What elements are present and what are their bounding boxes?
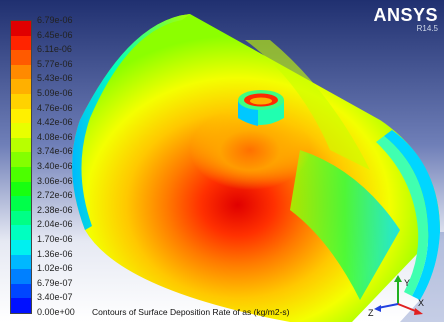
plot-caption: Contours of Surface Deposition Rate of a… bbox=[92, 307, 290, 317]
z-axis-arrow bbox=[374, 305, 381, 312]
legend-swatch bbox=[11, 181, 31, 197]
brand-block: ANSYS R14.5 bbox=[373, 6, 438, 34]
legend-tick-label: 4.42e-06 bbox=[37, 117, 73, 128]
legend-tick-label: 1.36e-06 bbox=[37, 248, 73, 259]
half-cylinder-shell bbox=[72, 14, 444, 322]
legend-tick-label: 3.06e-06 bbox=[37, 175, 73, 186]
legend-swatch bbox=[11, 152, 31, 168]
x-axis-label: X bbox=[418, 298, 424, 308]
legend-tick-label: 2.72e-06 bbox=[37, 190, 73, 201]
legend-tick-label: 3.40e-06 bbox=[37, 161, 73, 171]
legend-tick-label: 1.70e-06 bbox=[37, 234, 73, 244]
legend-tick-label: 2.04e-06 bbox=[37, 219, 73, 230]
nozzle bbox=[238, 90, 284, 126]
legend-tick-label: 3.74e-06 bbox=[37, 146, 73, 157]
z-axis-line bbox=[377, 303, 399, 309]
legend-swatch bbox=[11, 254, 31, 270]
legend-tick-label: 0.00e+00 bbox=[37, 307, 75, 317]
z-axis-label: Z bbox=[368, 308, 374, 318]
y-axis-arrow bbox=[394, 275, 402, 282]
legend-tick-label: 1.02e-06 bbox=[37, 263, 73, 274]
legend-swatch bbox=[11, 108, 31, 124]
brand-logo: ANSYS bbox=[373, 5, 438, 25]
legend-tick-label: 5.43e-06 bbox=[37, 73, 73, 84]
legend-tick-label: 5.77e-06 bbox=[37, 58, 73, 69]
legend-swatch bbox=[11, 269, 31, 285]
legend-swatch bbox=[11, 167, 31, 183]
legend-tick-label: 6.11e-06 bbox=[37, 44, 72, 55]
version-label: R14.5 bbox=[416, 24, 438, 33]
legend-tick-label: 6.79e-06 bbox=[37, 15, 73, 25]
legend-swatch bbox=[11, 64, 31, 80]
legend-swatch bbox=[11, 196, 31, 212]
x-axis-arrow bbox=[414, 308, 423, 315]
legend-tick-label: 4.76e-06 bbox=[37, 102, 73, 113]
legend-swatch bbox=[11, 50, 31, 66]
legend-swatch bbox=[11, 123, 31, 139]
legend-swatch bbox=[11, 225, 31, 241]
legend-swatch bbox=[11, 79, 31, 95]
legend-swatch bbox=[11, 35, 31, 51]
legend-tick-label: 5.09e-06 bbox=[37, 88, 73, 98]
legend-tick-label: 6.45e-06 bbox=[37, 29, 73, 40]
legend-swatch bbox=[11, 298, 31, 314]
legend-swatch bbox=[11, 283, 31, 299]
legend-tick-label: 2.38e-06 bbox=[37, 204, 73, 215]
legend-swatch bbox=[11, 210, 31, 226]
legend-tick-label: 6.79e-07 bbox=[37, 277, 73, 288]
legend-swatch bbox=[11, 137, 31, 153]
legend-swatch bbox=[11, 240, 31, 256]
colorbar bbox=[10, 20, 32, 314]
legend-tick-label: 4.08e-06 bbox=[37, 131, 73, 142]
legend-swatch bbox=[11, 94, 31, 110]
y-axis-label: Y bbox=[404, 278, 410, 288]
legend-swatch bbox=[11, 21, 31, 37]
axis-triad: Y Z X bbox=[368, 272, 428, 318]
color-legend: 6.79e-06 6.45e-06 6.11e-06 5.77e-06 5.43e-06… bbox=[8, 15, 88, 322]
legend-tick-label: 3.40e-07 bbox=[37, 292, 73, 303]
